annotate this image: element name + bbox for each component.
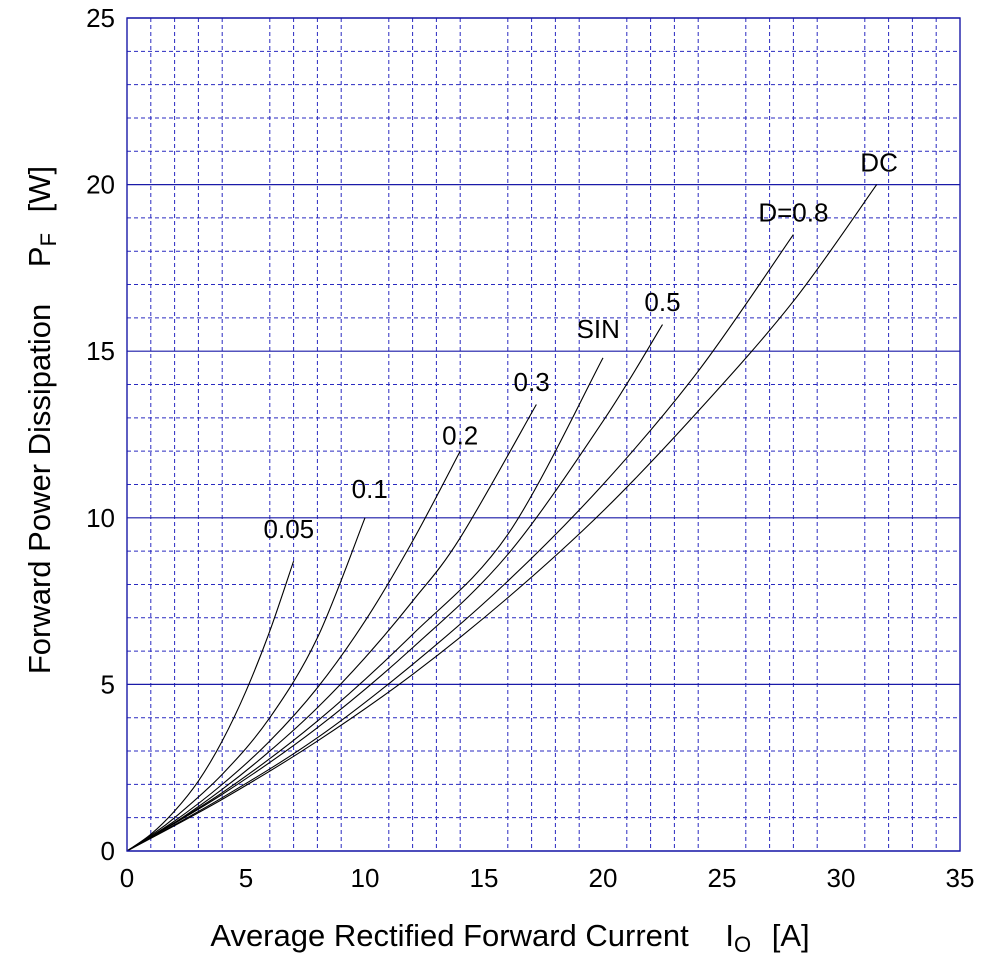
x-axis-unit: [A] [772, 918, 810, 953]
series-line-0-05 [126, 560, 295, 852]
series-line-0-2 [126, 450, 461, 852]
curve-label: 0.1 [352, 474, 388, 504]
curves [126, 184, 878, 852]
x-tick-labels: 0 5 10 15 20 25 30 35 [120, 863, 975, 893]
y-tick-label: 25 [86, 3, 115, 33]
y-tick-label: 10 [86, 503, 115, 533]
series-line-0-1 [126, 517, 366, 852]
x-tick-label: 0 [120, 863, 134, 893]
x-tick-label: 20 [589, 863, 618, 893]
x-axis-title: Average Rectified Forward Current IO [A] [210, 918, 809, 959]
curve-label: SIN [577, 314, 620, 344]
series-line-sin [126, 357, 604, 852]
y-axis-title: Forward Power Dissipation PF [W] [22, 166, 63, 674]
x-axis-symbol: I [725, 918, 734, 953]
x-tick-label: 10 [351, 863, 380, 893]
curve-label: 0.2 [442, 420, 478, 450]
series-line-d-0-8 [126, 234, 794, 852]
y-axis-unit: [W] [22, 166, 57, 213]
x-axis-symbol-sub: O [734, 932, 751, 957]
x-axis-label: Average Rectified Forward Current [210, 918, 689, 953]
curve-label: 0.05 [264, 514, 315, 544]
curve-label: 0.5 [644, 287, 680, 317]
grid [127, 17, 960, 852]
x-tick-label: 35 [946, 863, 975, 893]
y-tick-label: 0 [101, 836, 115, 866]
x-tick-label: 25 [708, 863, 737, 893]
x-tick-label: 30 [827, 863, 856, 893]
curve-label: 0.3 [514, 367, 550, 397]
series-line-0-5 [126, 324, 663, 852]
curve-label: D=0.8 [758, 197, 828, 227]
y-tick-label: 5 [101, 669, 115, 699]
plot-frame [126, 17, 961, 852]
series-line-0-3 [126, 404, 537, 852]
y-tick-label: 15 [86, 336, 115, 366]
y-axis-label: Forward Power Dissipation [22, 304, 57, 674]
y-axis-symbol-sub: F [36, 233, 61, 246]
curve-label: DC [860, 147, 898, 177]
x-tick-label: 15 [470, 863, 499, 893]
curve-labels: 0.05 0.1 0.2 0.3 SIN 0.5 D=0.8 DC [264, 147, 898, 544]
y-tick-labels: 0 5 10 15 20 25 [86, 3, 115, 866]
series-line-dc [126, 184, 878, 852]
y-tick-label: 20 [86, 170, 115, 200]
y-axis-symbol: P [22, 246, 57, 267]
x-tick-label: 5 [239, 863, 253, 893]
